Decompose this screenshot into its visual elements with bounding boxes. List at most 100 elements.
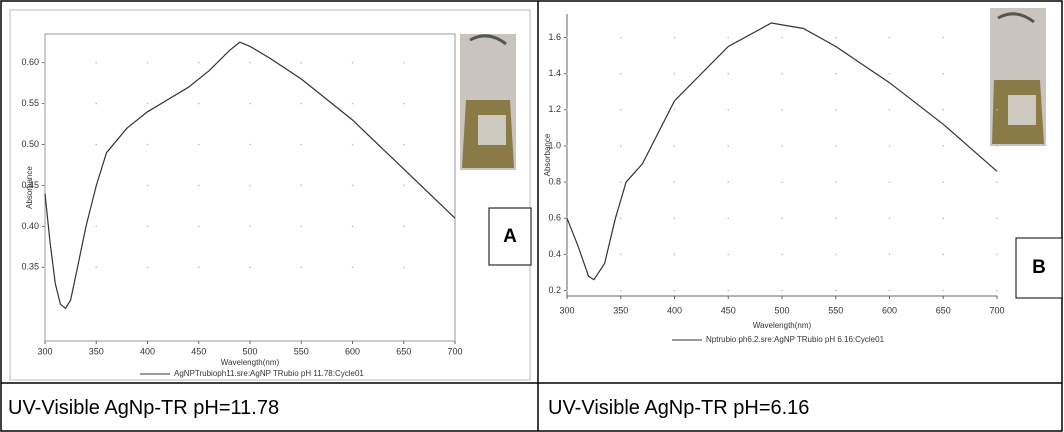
grid-dot [834,217,837,220]
grid-dot [402,184,405,187]
grid-dot [454,225,456,228]
y-tick-label: 1.0 [548,140,561,150]
grid-dot [402,102,405,105]
grid-dot [996,145,998,147]
x-axis-title: Wavelength(nm) [753,321,812,330]
grid-dot [351,225,354,228]
grid-dot [834,181,837,183]
grid-dot [146,266,149,269]
grid-dot [619,109,622,111]
grid-dot [44,102,46,105]
grid-dot [834,36,837,39]
grid-dot [146,184,149,187]
grid-dot [197,143,200,146]
grid-dot [942,145,945,147]
grid-dot [781,217,783,220]
grid-dot [249,143,251,146]
grid-dot [727,72,730,75]
grid-dot [300,266,303,269]
grid-dot [300,225,303,228]
x-tick-label: 300 [559,305,574,315]
grid-dot [44,225,46,228]
grid-dot [95,61,98,64]
legend-label: AgNPTrubioph11.sre:AgNP TRubio pH 11.78:… [174,369,364,378]
y-tick-label: 0.50 [21,139,39,149]
grid-dot [996,36,998,39]
grid-dot [402,143,405,146]
y-tick-label: 0.8 [548,176,561,186]
grid-dot [351,143,354,146]
grid-dot [781,145,783,147]
grid-dot [146,61,149,64]
grid-dot [566,181,568,183]
grid-dot [351,266,354,269]
grid-dot [834,253,837,256]
legend-label: Nptrubio ph6.2.sre:AgNP TRubio pH 6.16:C… [706,335,885,344]
grid-dot [781,109,783,111]
grid-dot [351,184,354,187]
grid-dot [44,61,46,64]
grid-dot [566,253,568,256]
grid-dot [300,184,303,187]
grid-dot [834,72,837,75]
grid-dot [566,36,568,39]
x-tick-label: 700 [447,346,462,356]
x-tick-label: 350 [89,346,104,356]
grid-dot [44,266,46,269]
y-tick-label: 1.6 [548,32,561,42]
grid-dot [888,72,891,75]
grid-dot [249,102,251,105]
data-line [566,22,998,281]
x-tick-label: 450 [191,346,206,356]
data-line [44,41,456,310]
grid-dot [454,61,456,64]
grid-dot [888,253,891,256]
grid-dot [727,36,730,39]
x-tick-label: 650 [936,305,951,315]
x-tick-label: 600 [345,346,360,356]
grid-dot [197,61,200,64]
y-tick-label: 0.2 [548,285,561,295]
grid-dot [781,181,783,183]
grid-dot [996,253,998,256]
grid-dot [197,225,200,228]
grid-dot [454,184,456,187]
y-tick-label: 0.6 [548,213,561,223]
grid-dot [888,36,891,39]
grid-dot [44,143,46,146]
panel-label: A [503,226,517,247]
grid-dot [619,36,622,39]
grid-dot [146,225,149,228]
grid-dot [197,266,200,269]
panel-label: B [1032,257,1046,278]
y-tick-label: 1.4 [548,68,561,78]
y-tick-label: 0.4 [548,249,561,259]
grid-dot [454,143,456,146]
grid-dot [673,289,676,292]
x-tick-label: 500 [774,305,789,315]
grid-dot [888,145,891,147]
grid-dot [351,61,354,64]
grid-dot [300,102,303,105]
grid-dot [402,266,405,269]
grid-dot [44,184,46,187]
y-tick-label: 0.40 [21,221,39,231]
grid-dot [942,217,945,220]
grid-dot [942,36,945,39]
grid-dot [888,109,891,111]
x-axis-title: Wavelength(nm) [221,358,280,367]
panel-label-box [488,207,532,266]
grid-dot [942,253,945,256]
grid-dot [834,145,837,147]
grid-dot [566,145,568,147]
x-tick-label: 300 [37,346,52,356]
grid-dot [566,72,568,75]
grid-dot [95,143,98,146]
grid-dot [454,266,456,269]
y-tick-label: 0.35 [21,262,39,272]
grid-dot [673,145,676,147]
grid-dot [834,109,837,111]
grid-dot [727,253,730,256]
grid-dot [888,217,891,220]
grid-dot [996,109,998,111]
